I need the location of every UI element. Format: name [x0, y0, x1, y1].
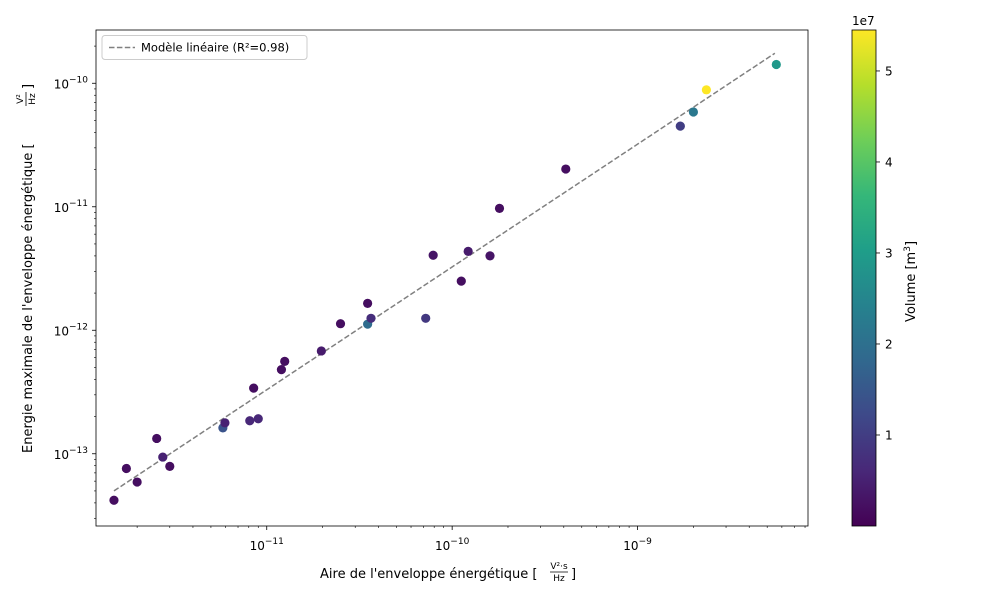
colorbar-title-text: Volume [m3]	[903, 241, 919, 322]
y-axis-title-close: ]	[21, 84, 36, 89]
data-point	[701, 85, 711, 95]
data-point	[316, 346, 326, 356]
colorbar-offset-text: 1e7	[852, 14, 875, 28]
data-point	[463, 246, 473, 257]
data-point	[561, 164, 571, 174]
plot-frame	[95, 29, 809, 527]
colorbar-tick-label: 3	[885, 246, 893, 260]
data-point	[421, 313, 431, 323]
data-point	[675, 121, 685, 131]
legend-label: Modèle linéaire (R²=0.98)	[141, 41, 289, 55]
data-point	[158, 452, 168, 462]
data-point	[688, 107, 699, 117]
x-axis-title-text: Aire de l'enveloppe énergétique [	[320, 567, 537, 582]
data-point	[245, 416, 255, 426]
colorbar-tick-label: 5	[885, 64, 893, 78]
colorbar-bar	[851, 29, 877, 527]
data-point	[220, 418, 230, 428]
colorbar-title-sup: 3	[903, 246, 913, 252]
data-point	[249, 383, 259, 393]
x-tick-label: 10−11	[250, 537, 284, 553]
y-tick-label: 10−11	[54, 199, 88, 215]
data-point	[485, 251, 495, 261]
legend: Modèle linéaire (R²=0.98)	[101, 35, 308, 60]
data-point	[771, 59, 781, 70]
x-tick-label: 10−9	[623, 537, 652, 553]
x-axis-title-frac-den: Hz	[553, 574, 565, 584]
x-axis-title-close: ]	[571, 567, 576, 582]
data-point	[109, 495, 119, 505]
y-tick-label: 10−10	[54, 75, 89, 91]
x-axis-title: Aire de l'enveloppe énergétique [ V²·s H…	[320, 562, 576, 584]
data-point	[494, 203, 505, 213]
data-point	[456, 276, 466, 286]
y-axis-title-text: Energie maximale de l'enveloppe énergéti…	[21, 143, 36, 453]
x-tick-label: 10−10	[435, 537, 470, 553]
data-point	[428, 250, 438, 260]
y-axis-title-frac-den: Hz	[28, 93, 38, 105]
colorbar-title: Volume [m3]	[903, 241, 919, 322]
y-tick-label: 10−12	[54, 322, 88, 338]
data-point	[152, 433, 162, 444]
data-point	[366, 313, 376, 323]
colorbar-tick-label: 1	[885, 428, 893, 442]
data-point	[280, 356, 290, 366]
data-point	[121, 463, 131, 474]
data-point	[132, 477, 142, 487]
y-tick-label: 10−13	[54, 446, 88, 462]
x-axis-title-frac-num: V²·s	[550, 562, 568, 572]
colorbar-title-close: ]	[904, 241, 919, 246]
y-axis-title: Energie maximale de l'enveloppe énergéti…	[16, 84, 38, 453]
colorbar-tick-label: 2	[885, 337, 893, 351]
data-point	[335, 319, 346, 329]
colorbar: 1e7 Volume [m3] 1 2 3 4 5	[851, 14, 919, 527]
legend-box	[101, 35, 308, 60]
data-point	[165, 461, 175, 471]
y-axis-title-frac-num: V²	[16, 94, 26, 104]
fit-line	[113, 52, 776, 492]
data-point	[276, 365, 287, 375]
data-point	[363, 298, 373, 309]
colorbar-tick-label: 4	[885, 155, 893, 169]
data-point	[253, 414, 263, 424]
